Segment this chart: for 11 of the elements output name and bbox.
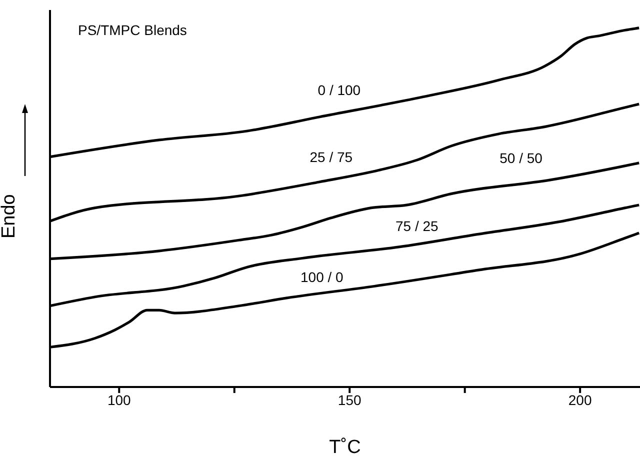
y-axis-title: Endo bbox=[0, 194, 20, 238]
x-tick-label: 100 bbox=[107, 392, 132, 408]
x-axis-title: T˚C bbox=[329, 437, 361, 458]
series-label: 50 / 50 bbox=[500, 150, 543, 166]
x-tick-label: 150 bbox=[338, 392, 362, 408]
chart-title: PS/TMPC Blends bbox=[78, 22, 187, 38]
x-tick-label: 200 bbox=[568, 392, 592, 408]
series-label: 0 / 100 bbox=[318, 82, 361, 98]
series-label: 100 / 0 bbox=[300, 268, 344, 285]
series-label: 25 / 75 bbox=[310, 148, 353, 165]
series-label: 75 / 25 bbox=[396, 218, 439, 234]
